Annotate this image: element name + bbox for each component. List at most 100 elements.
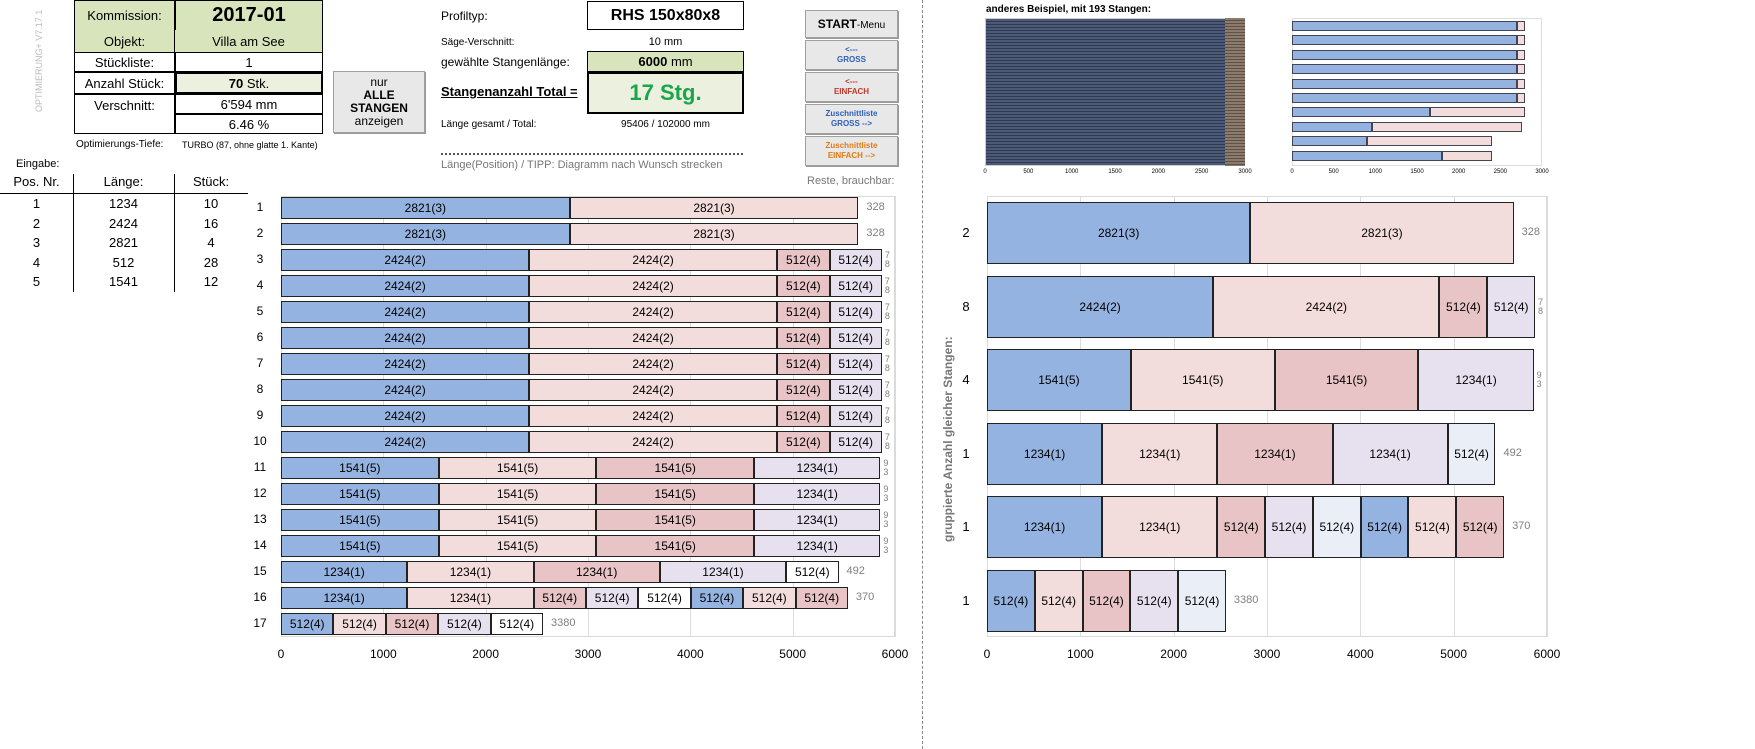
bar-segment: 512(4) [829, 300, 882, 323]
input-cell[interactable]: 2821 [109, 235, 138, 251]
thumb-tick: 1000 [1064, 169, 1079, 175]
rest-label: 492 [1503, 446, 1522, 459]
bar-segment: 512(4) [1439, 275, 1488, 338]
objekt-value[interactable]: Villa am See [175, 30, 323, 52]
thumb-right-area [1292, 18, 1542, 166]
input-cell[interactable]: 1234 [109, 196, 138, 211]
rest-label: 9 3 [883, 483, 889, 503]
bar-segment: 2821(3) [569, 222, 859, 245]
rest-label: 7 8 [884, 301, 890, 321]
start-menu-button[interactable]: START-Menu [805, 10, 898, 38]
bar-segment: 512(4) [987, 570, 1035, 632]
input-cell[interactable]: 10 [203, 196, 219, 211]
bar-segment: 1541(5) [596, 508, 755, 531]
page-divider [922, 0, 923, 749]
einfach-label: EINFACH [833, 87, 870, 96]
input-cell[interactable]: 5 [32, 274, 41, 290]
thumb-bar [1517, 93, 1525, 103]
input-cell[interactable]: 1 [32, 196, 41, 211]
bar-segment: 1234(1) [1102, 422, 1218, 485]
row-label: 10 [253, 433, 267, 448]
anzahl-label: Anzahl Stück: [74, 72, 175, 94]
bar-segment: 2424(2) [529, 300, 778, 323]
bar-segment: 2424(2) [281, 430, 530, 453]
stueckliste-value[interactable]: 1 [175, 52, 323, 72]
bar-segment: 512(4) [1178, 570, 1226, 632]
x-tick-label: 5000 [779, 647, 807, 661]
thumb-bar [1429, 107, 1525, 118]
gross-button[interactable]: <--- GROSS [805, 40, 898, 70]
input-cell[interactable]: 28 [203, 254, 219, 270]
rest-label: 7 8 [884, 379, 890, 399]
bar-segment: 512(4) [777, 430, 830, 453]
rest-label: 492 [846, 564, 865, 577]
version-label: OPTIMIERUNG+ V7.17.1 [34, 9, 44, 112]
bar-segment: 512(4) [1265, 496, 1313, 559]
bar-segment: 1234(1) [533, 560, 660, 583]
input-cell[interactable]: 1541 [109, 274, 138, 290]
input-cell[interactable]: 16 [203, 215, 219, 231]
saege-label: Säge-Verschnitt: [441, 37, 515, 48]
bar-segment: 512(4) [829, 326, 882, 349]
bar-segment: 512(4) [795, 586, 848, 609]
bar-segment: 2424(2) [529, 248, 778, 271]
thumb-bar [1292, 35, 1517, 46]
bar-segment: 2821(3) [1250, 202, 1514, 264]
bar-segment: 512(4) [777, 352, 830, 375]
x-tick-label: 0 [983, 647, 991, 661]
stangen-value[interactable]: 6000 mm [587, 51, 744, 72]
rest-label: 9 3 [883, 535, 889, 555]
input-cell[interactable]: 4 [207, 235, 215, 251]
bar-segment: 1234(1) [1418, 349, 1534, 412]
input-cell[interactable]: 4 [32, 254, 41, 270]
rest-label: 370 [855, 590, 875, 603]
bar-segment: 2424(2) [281, 326, 530, 349]
bar-segment: 1541(5) [596, 456, 755, 479]
bar-segment: 512(4) [829, 404, 882, 427]
grouped-axis-title: gruppierte Anzahl gleicher Stangen: [941, 336, 955, 542]
bar-segment: 1234(1) [1102, 496, 1218, 559]
bar-segment: 2424(2) [281, 248, 530, 271]
bar-segment: 1234(1) [1332, 422, 1448, 485]
zuschnittliste-gross-button[interactable]: Zuschnittliste GROSS --> [805, 104, 898, 134]
alle-stangen-button[interactable]: nur ALLE STANGEN anzeigen [333, 71, 425, 133]
bar-segment: 1234(1) [754, 508, 881, 531]
input-cell[interactable]: 12 [203, 274, 219, 290]
bar-segment: 512(4) [1082, 570, 1131, 632]
thumb-tick: 500 [1328, 169, 1339, 175]
bar-segment: 1541(5) [596, 482, 755, 505]
x-tick-label: 1000 [1066, 647, 1094, 661]
row-label: 13 [253, 511, 267, 526]
kommission-value[interactable]: 2017-01 [175, 0, 323, 30]
row-label: 8 [256, 381, 264, 396]
laenge-label: Länge gesamt / Total: [441, 119, 537, 130]
rest-label: 9 3 [1536, 370, 1542, 390]
thumb-tick: 2500 [1493, 169, 1508, 175]
input-cell[interactable]: 512 [112, 254, 135, 270]
anzahl-number: 70 [228, 75, 244, 91]
thumb-bar [1292, 21, 1517, 31]
thumb-bar [1367, 136, 1492, 147]
thumb-tick: 3000 [1238, 169, 1252, 175]
zuschnittliste-einfach-button[interactable]: Zuschnittliste EINFACH --> [805, 136, 898, 166]
bar-segment: 2821(3) [281, 222, 570, 245]
bar-segment: 1234(1) [1217, 422, 1333, 485]
einfach-button[interactable]: <--- EINFACH [805, 72, 898, 102]
x-tick-label: 4000 [676, 647, 704, 661]
input-cell[interactable]: 3 [32, 235, 41, 251]
alle-line3: STANGEN [350, 101, 408, 115]
bar-segment: 2424(2) [281, 404, 530, 427]
row-label: 14 [253, 537, 267, 552]
input-cell[interactable]: 2 [32, 215, 41, 231]
x-tick-label: 3000 [1253, 647, 1281, 661]
bar-segment: 512(4) [638, 586, 691, 609]
input-cell[interactable]: 2424 [109, 215, 138, 231]
bar-segment: 1234(1) [987, 496, 1103, 559]
bar-segment: 1541(5) [438, 534, 597, 557]
row-label: 7 [256, 355, 264, 370]
thumb-tick: 500 [1023, 169, 1034, 175]
gridline [1080, 196, 1082, 637]
profiltyp-value[interactable]: RHS 150x80x8 [587, 1, 744, 30]
rest-label: 7 8 [884, 275, 890, 295]
rest-label: 7 8 [1538, 296, 1544, 316]
